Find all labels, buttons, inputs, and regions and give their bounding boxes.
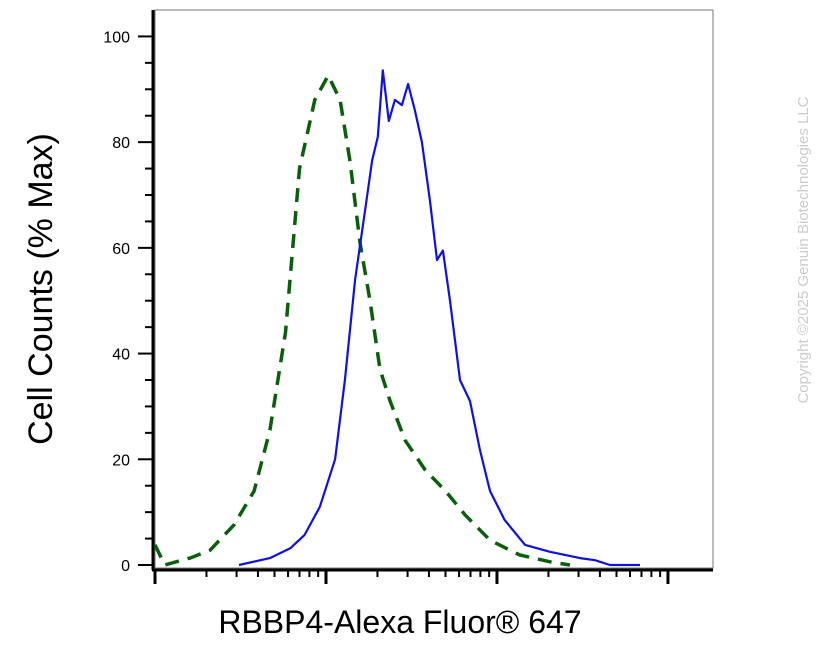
histogram-line	[153, 73, 571, 567]
y-tick-label: 100	[103, 29, 130, 46]
y-tick-label: 60	[112, 241, 130, 258]
y-axis-label: Cell Counts (% Max)	[22, 133, 60, 445]
copyright: Copyright ©2025 Genuin Biotechnologies L…	[795, 96, 812, 403]
y-tick-label: 20	[112, 452, 130, 469]
histogram-line	[238, 69, 640, 567]
x-axis-label: RBBP4-Alexa Fluor® 647	[218, 604, 581, 640]
y-tick-label: 40	[112, 347, 130, 364]
y-tick-label: 0	[121, 558, 130, 575]
y-tick-label: 80	[112, 135, 130, 152]
plot-frame	[154, 9, 714, 569]
